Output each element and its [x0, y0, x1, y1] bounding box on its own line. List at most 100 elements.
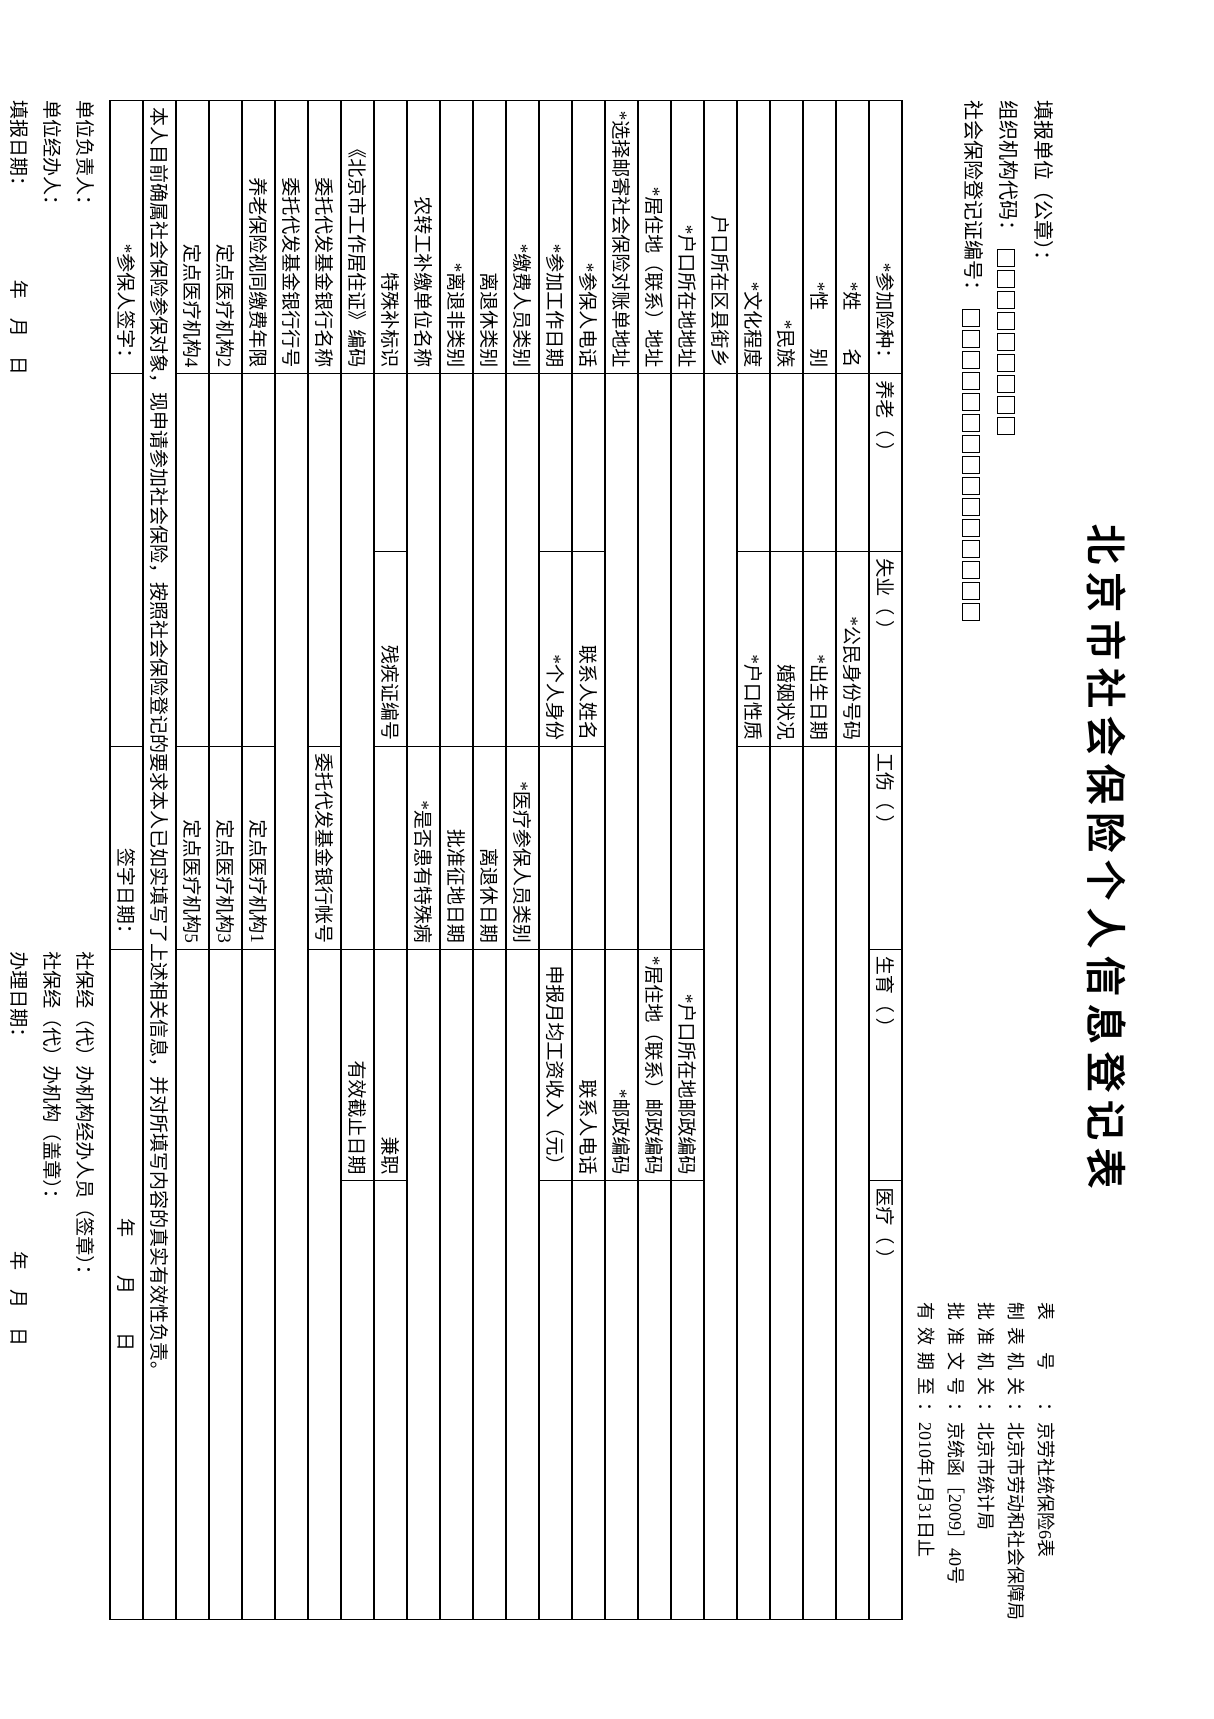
phone-label: *参保人电话: [572, 100, 605, 373]
bank-acct-field[interactable]: [308, 949, 341, 1619]
hosp3-field[interactable]: [209, 949, 242, 1619]
org-code-boxes[interactable]: [997, 249, 1015, 438]
handle-date-label: 办理日期：: [7, 951, 28, 1046]
sign-field[interactable]: [110, 373, 143, 746]
bill-addr-label: *选择邮寄社会保险对账单地址: [605, 100, 638, 373]
edu-field[interactable]: [737, 373, 770, 551]
med-type-label: *医疗参保人员类别: [506, 746, 539, 949]
live-zip-label: *居住地（联系）邮政编码: [638, 949, 671, 1181]
parttime-label: 兼职: [374, 949, 407, 1181]
salary-field[interactable]: [539, 1180, 572, 1619]
ins-medical[interactable]: 医疗（ ）: [869, 1180, 902, 1619]
contact-phone-field[interactable]: [572, 1180, 605, 1619]
reg-no-boxes[interactable]: [962, 309, 980, 624]
deadline-field[interactable]: [341, 1180, 374, 1619]
disabled-no-field[interactable]: [374, 746, 407, 949]
farmer-org-field[interactable]: [407, 373, 440, 746]
ins-pension[interactable]: 养老（ ）: [869, 373, 902, 551]
special-mark-label: 特殊补标识: [374, 100, 407, 373]
bill-zip-field[interactable]: [605, 1180, 638, 1619]
deadline-label: 有效截止日期: [341, 949, 374, 1181]
form-no-value: 京劳社统保险6表: [1033, 1422, 1059, 1557]
ins-injury[interactable]: 工伤（ ）: [869, 746, 902, 949]
residence-no-field[interactable]: [341, 373, 374, 949]
pension-year-field[interactable]: [242, 373, 275, 746]
ins-unemployment[interactable]: 失业（ ）: [869, 551, 902, 746]
phone-field[interactable]: [572, 373, 605, 551]
bank-no-field[interactable]: [275, 373, 308, 1619]
retire-date-label: 离退休日期: [473, 746, 506, 949]
pay-type-field[interactable]: [506, 373, 539, 746]
bill-addr-field[interactable]: [605, 373, 638, 949]
hukou-street-field[interactable]: [704, 373, 737, 1619]
org-fill-label: 填报单位（公章）：: [1030, 100, 1059, 624]
fill-date-field[interactable]: 年 月 日: [7, 279, 28, 374]
bank-name-label: 委托代发基金银行名称: [308, 100, 341, 373]
hukou-zip-field[interactable]: [671, 1180, 704, 1619]
retire-type-label: 离退休类别: [473, 100, 506, 373]
nation-field[interactable]: [770, 373, 803, 551]
pay-type-label: *缴费人员类别: [506, 100, 539, 373]
parttime-field[interactable]: [374, 1180, 407, 1619]
hukou-type-field[interactable]: [737, 746, 770, 1619]
birth-label: *出生日期: [803, 551, 836, 746]
maker-label: 制表机关：: [1003, 1302, 1029, 1422]
form-no-label: 表号：: [1033, 1302, 1059, 1422]
special-disease-field[interactable]: [407, 949, 440, 1619]
hosp4-label: 定点医疗机构4: [176, 100, 209, 373]
approve-place-date-field[interactable]: [440, 949, 473, 1619]
approve-place-date-label: 批准征地日期: [440, 746, 473, 949]
nation-label: *民族: [770, 100, 803, 373]
agent-handler-label: 社保经（代）办机构经办人员（签章）：: [72, 951, 99, 1620]
farmer-org-label: 农转工补缴单位名称: [407, 100, 440, 373]
marital-field[interactable]: [770, 746, 803, 1619]
reg-no-label: 社会保险登记证编号：: [961, 100, 983, 300]
sign-date-field[interactable]: 年 月 日: [110, 949, 143, 1619]
join-date-label: *参加工作日期: [539, 100, 572, 373]
retire-date-field[interactable]: [473, 949, 506, 1619]
bank-name-field[interactable]: [308, 373, 341, 746]
non-leave-field[interactable]: [440, 373, 473, 746]
contact-name-field[interactable]: [572, 746, 605, 949]
name-field[interactable]: [836, 373, 869, 551]
idno-field[interactable]: [836, 746, 869, 1619]
hosp1-field[interactable]: [242, 949, 275, 1619]
declaration-text: 本人目前确属社会保险参保对象，现申请参加社会保险，按照社会保险登记的要求本人已如…: [143, 100, 176, 1619]
sign-label: *参保人签字：: [110, 100, 143, 373]
live-addr-field[interactable]: [638, 373, 671, 949]
hosp2-label: 定点医疗机构2: [209, 100, 242, 373]
fill-date-label: 填报日期：: [7, 100, 28, 195]
join-date-field[interactable]: [539, 373, 572, 551]
hosp5-field[interactable]: [176, 949, 209, 1619]
page-title: 北京市社会保险个人信息登记表: [1079, 100, 1137, 1620]
identity-field[interactable]: [539, 746, 572, 949]
name-label: *姓 名: [836, 100, 869, 373]
non-leave-label: *离退非类别: [440, 100, 473, 373]
live-zip-field[interactable]: [638, 1180, 671, 1619]
hukou-zip-label: *户口所在地邮政编码: [671, 949, 704, 1181]
med-type-field[interactable]: [506, 949, 539, 1619]
bank-acct-label: 委托代发基金银行帐号: [308, 746, 341, 949]
approver-value: 北京市统计局: [973, 1422, 999, 1530]
valid-label: 有效期至：: [913, 1302, 939, 1422]
header-block: 填报单位（公章）： 组织机构代码： 社会保险登记证编号： 表号：京劳社统保险6表…: [909, 100, 1059, 1620]
hosp2-field[interactable]: [209, 373, 242, 746]
handle-date-field[interactable]: 年 月 日: [7, 1250, 28, 1345]
org-code-label: 组织机构代码：: [996, 100, 1018, 240]
maker-value: 北京市劳动和社会保障局: [1003, 1422, 1029, 1620]
birth-field[interactable]: [803, 746, 836, 1619]
unit-leader-label: 单位负责人：: [72, 100, 99, 375]
ins-maternity[interactable]: 生育（ ）: [869, 949, 902, 1181]
sign-date-label: 签字日期：: [110, 746, 143, 949]
sex-field[interactable]: [803, 373, 836, 551]
identity-label: *个人身份: [539, 551, 572, 746]
disabled-no-label: 残疾证编号: [374, 551, 407, 746]
hosp4-field[interactable]: [176, 373, 209, 746]
main-form-table: *参加险种： 养老（ ） 失业（ ） 工伤（ ） 生育（ ） 医疗（ ） *姓 …: [109, 100, 903, 1620]
retire-type-field[interactable]: [473, 373, 506, 746]
residence-no-label: 《北京市工作居住证》编码: [341, 100, 374, 373]
hosp3-label: 定点医疗机构3: [209, 746, 242, 949]
special-mark-field[interactable]: [374, 373, 407, 551]
approve-doc-label: 批准文号：: [943, 1302, 969, 1422]
hukou-addr-field[interactable]: [671, 373, 704, 949]
